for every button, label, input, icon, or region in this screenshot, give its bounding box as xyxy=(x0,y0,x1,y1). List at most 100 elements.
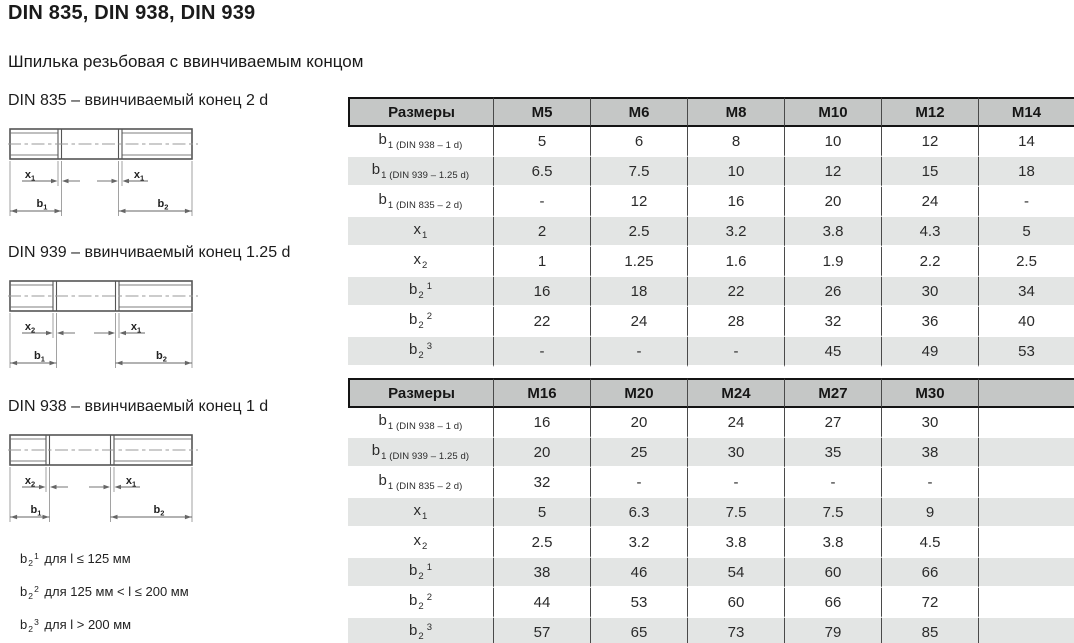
row-label: b22 xyxy=(348,588,493,618)
table-cell: 44 xyxy=(493,588,590,618)
table-cell: 3.2 xyxy=(590,528,687,558)
table-cell: 14 xyxy=(978,127,1074,157)
table-cell: 6.3 xyxy=(590,498,687,528)
table-cell: - xyxy=(493,337,590,367)
svg-text:b1: b1 xyxy=(37,198,48,212)
table-row: b21 38 46 54 60 66 xyxy=(348,558,1074,588)
drawing-caption-din939: DIN 939 – ввинчиваемый конец 1.25 d xyxy=(8,244,291,261)
row-label: x2 xyxy=(348,247,493,277)
row-label: b21 xyxy=(348,558,493,588)
row-label: x1 xyxy=(348,217,493,247)
drawing-block-din939: DIN 939 – ввинчиваемый конец 1.25 d x2 x1… xyxy=(8,244,343,375)
row-label: x2 xyxy=(348,528,493,558)
table-cell: 12 xyxy=(590,187,687,217)
table-cell: 1.25 xyxy=(590,247,687,277)
table-cell: 16 xyxy=(687,187,784,217)
table-cell xyxy=(978,468,1074,498)
table-cell: - xyxy=(687,468,784,498)
column-header xyxy=(978,378,1074,408)
row-label: b23 xyxy=(348,337,493,367)
footnote: b21 для l ≤ 125 мм xyxy=(20,551,131,568)
table-cell: 54 xyxy=(687,558,784,588)
table-cell: 57 xyxy=(493,618,590,643)
page-subtitle: Шпилька резьбовая с ввинчиваемым концом xyxy=(8,52,364,71)
table-cell: 53 xyxy=(590,588,687,618)
table-cell: 46 xyxy=(590,558,687,588)
table-cell: 10 xyxy=(784,127,881,157)
table-cell xyxy=(978,408,1074,438)
table-row: b1 (DIN 938 – 1 d) 5 6 8 10 12 14 xyxy=(348,127,1074,157)
footnote: b22 для 125 мм < l ≤ 200 мм xyxy=(20,584,189,601)
table-cell: 20 xyxy=(784,187,881,217)
table-cell: - xyxy=(978,187,1074,217)
table-cell: 24 xyxy=(590,307,687,337)
table-cell: 27 xyxy=(784,408,881,438)
table-cell xyxy=(978,588,1074,618)
table-cell: 60 xyxy=(687,588,784,618)
table-cell xyxy=(978,498,1074,528)
drawing-caption-din938: DIN 938 – ввинчиваемый конец 1 d xyxy=(8,398,269,415)
table-cell: 73 xyxy=(687,618,784,643)
table-cell: 40 xyxy=(978,307,1074,337)
spec-table: Размеры M5 M6 M8 M10 M12 M14 b1 (DIN 938 – 1 d)… xyxy=(348,97,1074,367)
table-cell xyxy=(978,438,1074,468)
table-cell: 18 xyxy=(978,157,1074,187)
table-cell: 32 xyxy=(784,307,881,337)
table-cell: 7.5 xyxy=(590,157,687,187)
table-cell: 1.6 xyxy=(687,247,784,277)
table-cell: 30 xyxy=(881,408,978,438)
table-cell: 32 xyxy=(493,468,590,498)
table-cell: 2 xyxy=(493,217,590,247)
table-row: b1 (DIN 938 – 1 d) 16 20 24 27 30 xyxy=(348,408,1074,438)
table-cell: - xyxy=(687,337,784,367)
table-row: b22 44 53 60 66 72 xyxy=(348,588,1074,618)
column-header: Размеры xyxy=(348,378,493,408)
table-cell: 53 xyxy=(978,337,1074,367)
table-cell: 24 xyxy=(881,187,978,217)
table-row: b1 (DIN 835 – 2 d) -12 16 20 24- xyxy=(348,187,1074,217)
table-cell: 28 xyxy=(687,307,784,337)
table-row: b1 (DIN 939 – 1.25 d) 6.5 7.5 10 12 15 18 xyxy=(348,157,1074,187)
svg-text:x1: x1 xyxy=(131,321,141,335)
table-cell: 85 xyxy=(881,618,978,643)
table-cell: 79 xyxy=(784,618,881,643)
row-label: b1 (DIN 938 – 1 d) xyxy=(348,127,493,157)
column-header: M20 xyxy=(590,378,687,408)
table-cell: 30 xyxy=(687,438,784,468)
table-cell: - xyxy=(881,468,978,498)
table-cell: 3.8 xyxy=(784,528,881,558)
column-header: M24 xyxy=(687,378,784,408)
table-cell: 18 xyxy=(590,277,687,307)
svg-text:x2: x2 xyxy=(25,475,35,489)
table-cell: 1 xyxy=(493,247,590,277)
column-header: M8 xyxy=(687,97,784,127)
row-label: b1 (DIN 939 – 1.25 d) xyxy=(348,157,493,187)
table-cell: 12 xyxy=(784,157,881,187)
row-label: x1 xyxy=(348,498,493,528)
svg-text:b1: b1 xyxy=(31,504,42,518)
table-cell: 1.9 xyxy=(784,247,881,277)
column-header: M5 xyxy=(493,97,590,127)
table-cell: 35 xyxy=(784,438,881,468)
table-row: b22 22 24 28 32 36 40 xyxy=(348,307,1074,337)
table-row: x1 5 6.3 7.5 7.5 9 xyxy=(348,498,1074,528)
table-cell: 34 xyxy=(978,277,1074,307)
table-cell: 26 xyxy=(784,277,881,307)
table-cell: 24 xyxy=(687,408,784,438)
table-cell: 7.5 xyxy=(784,498,881,528)
table-cell: 8 xyxy=(687,127,784,157)
table-cell xyxy=(978,528,1074,558)
svg-text:x2: x2 xyxy=(25,321,35,335)
table-cell: 30 xyxy=(881,277,978,307)
table-cell: 22 xyxy=(687,277,784,307)
column-header: M14 xyxy=(978,97,1074,127)
table-cell: 16 xyxy=(493,408,590,438)
table-cell: 2.2 xyxy=(881,247,978,277)
row-label: b21 xyxy=(348,277,493,307)
table-cell: 36 xyxy=(881,307,978,337)
table-cell: 3.8 xyxy=(784,217,881,247)
spec-table: Размеры M16 M20 M24 M27 M30 b1 (DIN 938 – 1 d)… xyxy=(348,378,1074,643)
table-cell: 12 xyxy=(881,127,978,157)
table-cell: 10 xyxy=(687,157,784,187)
table-cell: 6 xyxy=(590,127,687,157)
